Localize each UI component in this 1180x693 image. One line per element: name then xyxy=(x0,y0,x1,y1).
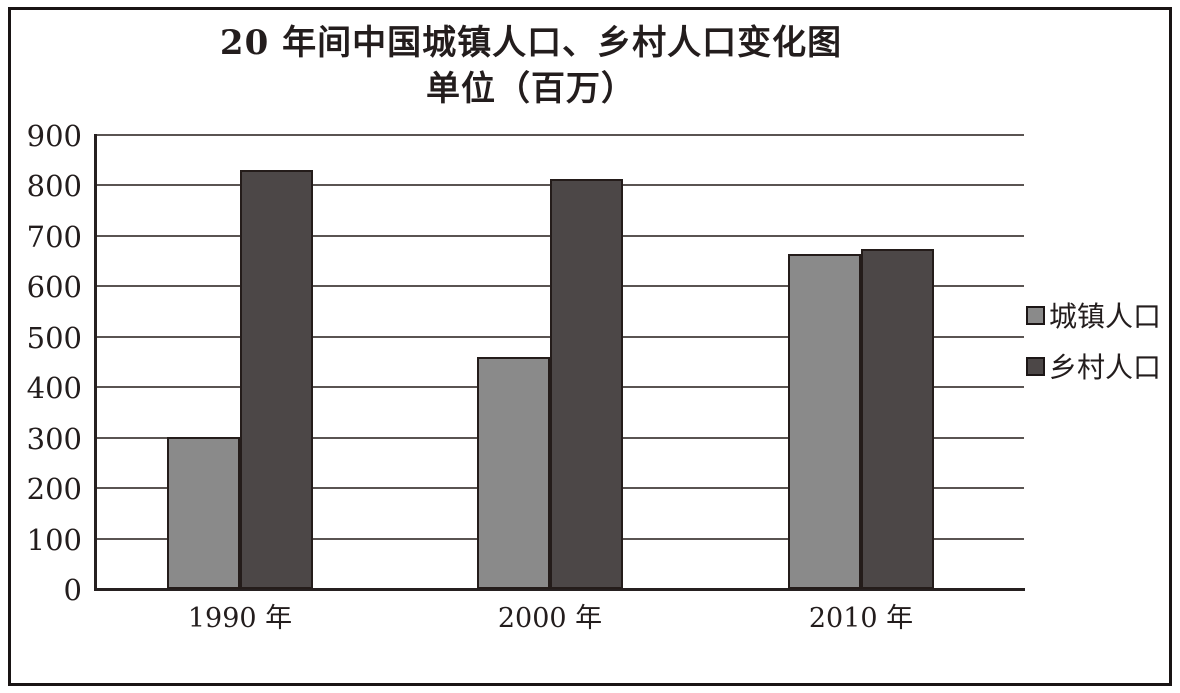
legend-item: 乡村人口 xyxy=(1026,351,1161,384)
bar-series1-cat2 xyxy=(861,249,934,589)
gridline-900 xyxy=(95,134,1024,136)
bar-series1-cat1 xyxy=(550,179,623,589)
title-block: 20 年间中国城镇人口、乡村人口变化图 单位（百万） xyxy=(0,20,1062,112)
bar-series0-cat0 xyxy=(167,437,240,589)
x-tick-label: 2000 年 xyxy=(497,603,603,634)
x-tick-label: 2010 年 xyxy=(808,603,914,634)
legend-label: 乡村人口 xyxy=(1049,351,1162,384)
legend-swatch xyxy=(1026,305,1045,325)
chart-subtitle: 单位（百万） xyxy=(426,69,636,109)
y-tick-label: 500 xyxy=(26,320,82,355)
y-tick-label: 200 xyxy=(26,472,82,507)
x-tick-label: 1990 年 xyxy=(187,603,293,634)
y-tick-label: 400 xyxy=(26,371,82,406)
legend-item: 城镇人口 xyxy=(1026,300,1161,333)
bar-series1-cat0 xyxy=(240,170,313,589)
legend: 城镇人口 乡村人口 xyxy=(1026,300,1161,405)
y-tick-label: 0 xyxy=(63,573,82,607)
chart-title: 20 年间中国城镇人口、乡村人口变化图 xyxy=(219,23,843,63)
y-tick-label: 300 xyxy=(26,421,82,456)
y-tick-label: 600 xyxy=(26,270,82,305)
legend-label: 城镇人口 xyxy=(1049,300,1162,333)
x-axis-line xyxy=(94,588,1025,591)
y-tick-label: 700 xyxy=(26,219,82,254)
figure-frame xyxy=(8,7,1172,686)
bar-series0-cat1 xyxy=(477,357,550,589)
legend-swatch xyxy=(1026,356,1045,376)
y-tick-label: 900 xyxy=(26,119,82,153)
y-tick-label: 800 xyxy=(26,169,82,204)
bar-series0-cat2 xyxy=(788,254,861,589)
y-axis-line xyxy=(94,134,97,591)
y-tick-label: 100 xyxy=(26,522,82,557)
